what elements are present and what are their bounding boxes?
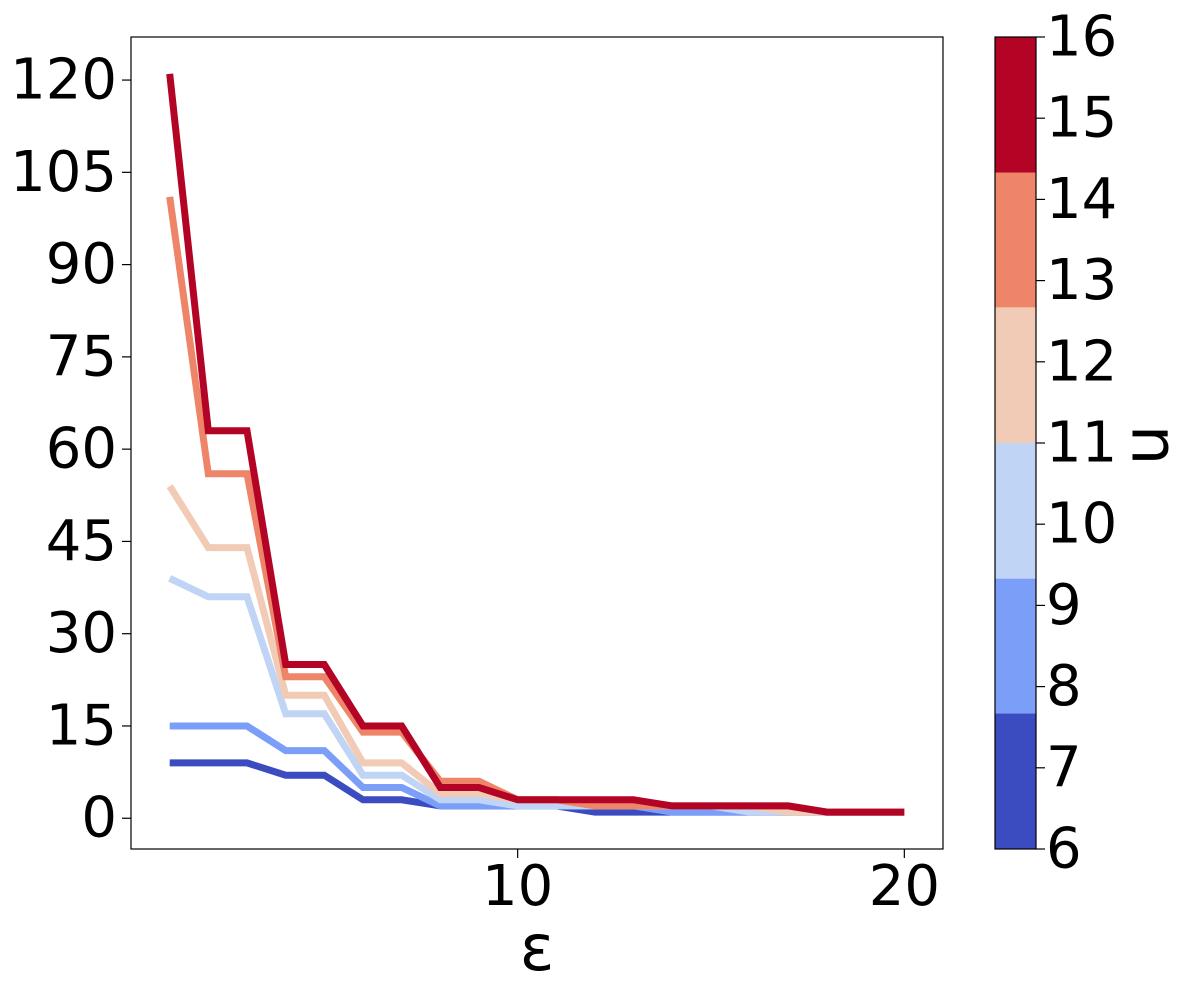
y-tick-label-75: 75 bbox=[46, 324, 117, 389]
colorbar-tick-label-12: 12 bbox=[1046, 329, 1117, 394]
colorbar-band-0 bbox=[995, 713, 1036, 849]
colorbar: 6 7 8 9 10 11 12 13 14 15 16 bbox=[994, 5, 1117, 882]
colorbar-tick-label-14: 14 bbox=[1046, 167, 1117, 232]
y-tick-label-105: 105 bbox=[10, 140, 117, 205]
colorbar-tick-label-13: 13 bbox=[1046, 248, 1117, 313]
colorbar-tick-label-9: 9 bbox=[1046, 573, 1082, 638]
series-line-n16 bbox=[166, 73, 905, 816]
colorbar-tick-label-11: 11 bbox=[1046, 411, 1117, 476]
colorbar-tick-label-8: 8 bbox=[1046, 654, 1082, 719]
colorbar-band-2 bbox=[995, 443, 1036, 579]
y-tick-label-120: 120 bbox=[10, 48, 117, 113]
series-line-n14 bbox=[166, 196, 905, 816]
colorbar-band-3 bbox=[995, 307, 1036, 443]
y-tick-label-45: 45 bbox=[46, 509, 117, 574]
colorbar-tick-label-6: 6 bbox=[1046, 817, 1082, 882]
y-tick-label-90: 90 bbox=[46, 232, 117, 297]
y-tick-label-15: 15 bbox=[46, 693, 117, 758]
x-tick-label-10: 10 bbox=[482, 854, 553, 919]
y-tick-label-30: 30 bbox=[46, 601, 117, 666]
colorbar-tick-label-10: 10 bbox=[1046, 492, 1117, 557]
y-tick-label-0: 0 bbox=[81, 786, 117, 851]
colorbar-band-1 bbox=[995, 578, 1036, 714]
y-tick-label-60: 60 bbox=[46, 417, 117, 482]
colorbar-label: n bbox=[1116, 425, 1190, 466]
colorbar-tick-label-7: 7 bbox=[1046, 735, 1082, 800]
x-axis-label: ε bbox=[520, 912, 555, 986]
colorbar-band-5 bbox=[995, 37, 1036, 173]
plot-area: 0 15 30 45 60 75 90 105 120 10 20 bbox=[10, 36, 944, 919]
x-tick-label-20: 20 bbox=[869, 854, 940, 919]
plot-frame bbox=[130, 36, 944, 850]
colorbar-tick-label-15: 15 bbox=[1046, 86, 1117, 151]
colorbar-tick-label-16: 16 bbox=[1046, 5, 1117, 70]
colorbar-band-4 bbox=[995, 172, 1036, 308]
